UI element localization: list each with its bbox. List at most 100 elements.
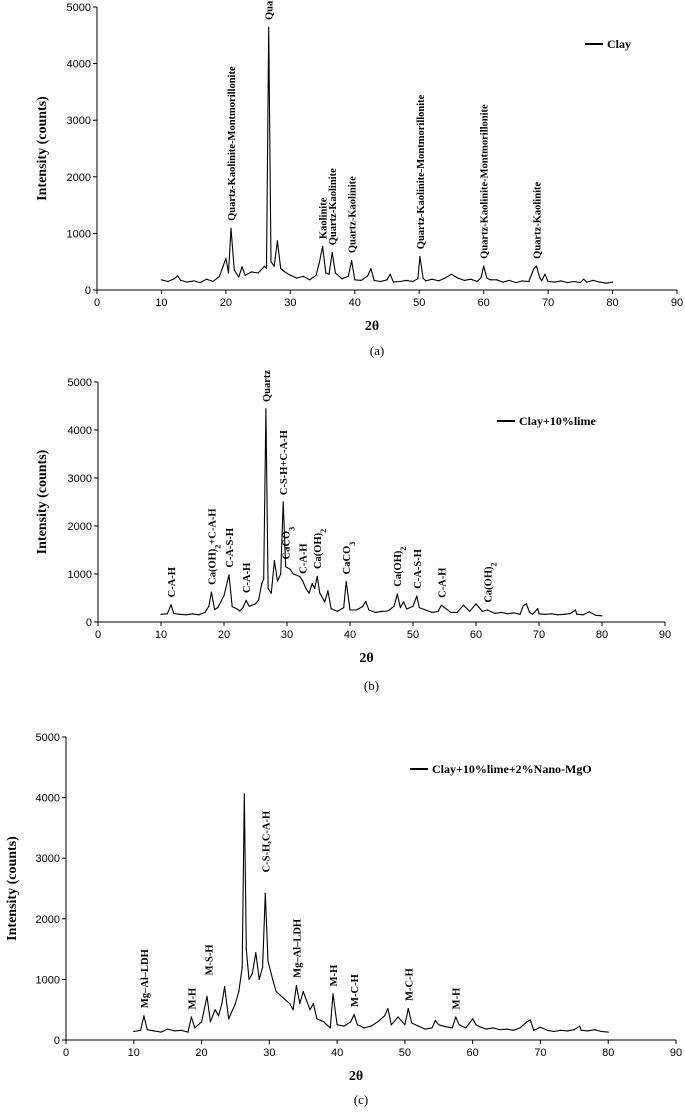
xrd-data-point: [263, 578, 265, 580]
xrd-data-point: [544, 273, 546, 275]
xrd-data-point: [160, 279, 162, 281]
xrd-data-point: [222, 266, 224, 268]
xrd-data-point: [343, 607, 345, 609]
xrd-data-point: [422, 277, 424, 279]
peak-annotation: M-S-H: [204, 944, 215, 975]
x-tick-label: 0: [63, 1047, 69, 1059]
xrd-data-point: [528, 280, 530, 283]
xrd-data-point: [411, 1022, 413, 1024]
xrd-data-point: [563, 613, 565, 615]
xrd-data-point: [334, 272, 336, 274]
peak-annotation: Ca(OH)2: [313, 529, 328, 569]
xrd-data-point: [485, 1028, 487, 1030]
xrd-data-point: [377, 1021, 379, 1023]
xrd-data-point: [445, 1026, 447, 1028]
xrd-data-point: [463, 279, 465, 281]
xrd-data-point: [299, 1003, 301, 1005]
xrd-data-point: [238, 990, 240, 993]
x-tick-label: 70: [542, 297, 554, 309]
y-tick-label: 4000: [67, 59, 91, 71]
xrd-data-point: [349, 609, 351, 611]
legend-label: Clay+10%lime+2%Nano-MgO: [432, 762, 592, 776]
x-tick-label: 20: [195, 1047, 207, 1059]
x-tick-label: 90: [670, 1047, 682, 1059]
peak-annotation: M-H: [452, 988, 463, 1010]
peak-annotation: Quartz: [265, 0, 276, 20]
xrd-data-point: [255, 952, 257, 954]
peak-annotation: Mg–Al–LDH: [140, 949, 151, 1008]
xrd-data-point: [521, 280, 523, 282]
xrd-data-point: [245, 948, 247, 950]
xrd-data-point: [143, 1015, 145, 1017]
xrd-data-point: [431, 1027, 433, 1029]
xrd-data-point: [573, 280, 575, 283]
xrd-data-point: [177, 275, 179, 277]
y-tick-label: 0: [54, 1035, 60, 1047]
xrd-data-point: [318, 262, 320, 264]
xrd-data-point: [273, 265, 275, 267]
peak-annotation: Ca(OH)2: [483, 562, 498, 602]
xrd-data-point: [173, 612, 175, 615]
xrd-data-point: [529, 1019, 531, 1021]
xrd-data-point: [302, 275, 304, 277]
xrd-data-point: [519, 613, 521, 615]
y-tick-label: 1000: [67, 228, 91, 240]
xrd-data-point: [553, 1030, 555, 1033]
xrd-data-point: [478, 1026, 480, 1028]
xrd-data-point: [499, 1029, 501, 1031]
xrd-data-point: [336, 610, 338, 613]
xrd-data-point: [573, 1029, 575, 1031]
xrd-data-point: [532, 613, 534, 615]
xrd-data-point: [416, 595, 418, 597]
xrd-panel-2: 0 1000 2000 3000 4000 5000 0 10 20 30 40 50 60 70 80 90…: [35, 370, 671, 693]
panel-caption: (a): [370, 343, 384, 358]
xrd-data-point: [228, 1018, 230, 1020]
xrd-data-point: [243, 793, 245, 795]
xrd-data-point: [566, 282, 569, 284]
xrd-data-point: [214, 608, 216, 611]
x-tick-label: 40: [349, 297, 361, 309]
xrd-data-point: [455, 1016, 457, 1018]
xrd-data-point: [133, 1030, 135, 1033]
xrd-data-point: [341, 278, 343, 280]
xrd-data-point: [336, 1024, 338, 1026]
xrd-data-point: [475, 603, 477, 605]
xrd-data-point: [412, 280, 414, 283]
xrd-data-point: [417, 1025, 419, 1027]
xrd-data-point: [399, 280, 401, 283]
xrd-data-point: [241, 266, 243, 268]
xrd-data-point: [508, 279, 510, 281]
xrd-data-point: [500, 611, 502, 614]
xrd-data-point: [360, 279, 362, 281]
xrd-data-point: [494, 612, 496, 615]
xrd-data-point: [296, 277, 298, 279]
x-tick-label: 30: [284, 297, 296, 309]
xrd-data-point: [535, 265, 538, 267]
xrd-data-point: [234, 1003, 236, 1005]
xrd-data-point: [470, 278, 472, 280]
xrd-data-point: [496, 279, 498, 281]
xrd-data-point: [324, 601, 326, 603]
x-axis-title: 2θ: [365, 319, 379, 334]
xrd-data-point: [265, 408, 267, 410]
xrd-data-point: [450, 273, 452, 275]
xrd-data-point: [475, 1024, 477, 1026]
xrd-data-point: [506, 1028, 508, 1030]
peak-annotation: Ca(OH)2+C-A-H: [207, 508, 222, 584]
xrd-data-point: [228, 574, 230, 576]
xrd-data-point: [264, 265, 266, 267]
xrd-data-point: [236, 608, 238, 610]
xrd-data-point: [242, 607, 244, 609]
xrd-data-point: [248, 605, 250, 607]
xrd-trace-line: [161, 26, 613, 284]
xrd-data-point: [607, 1031, 609, 1033]
xrd-data-point: [330, 608, 332, 610]
xrd-data-point: [160, 1031, 162, 1033]
xrd-data-point: [384, 1015, 386, 1017]
x-tick-label: 90: [671, 297, 683, 309]
y-tick-label: 5000: [67, 2, 91, 14]
peak-annotation: Quartz-Kaolinite: [533, 182, 544, 259]
xrd-data-point: [547, 280, 549, 283]
xrd-data-point: [476, 280, 478, 283]
xrd-data-point: [166, 613, 168, 615]
